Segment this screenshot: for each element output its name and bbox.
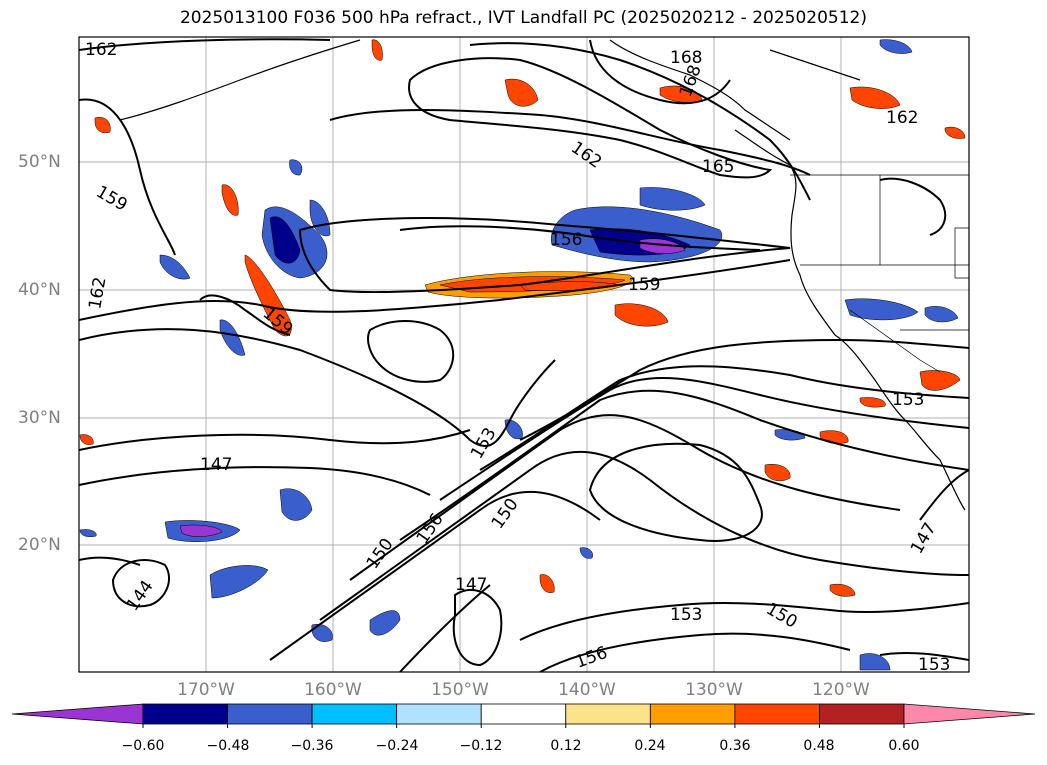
lon-label-170w: 170°W bbox=[177, 680, 235, 700]
colorbar-extend-min bbox=[11, 703, 144, 725]
gridlines bbox=[79, 37, 969, 672]
lon-label-160w: 160°W bbox=[304, 680, 362, 700]
colorbar-tick-label: 0.60 bbox=[888, 738, 920, 754]
contour-label: 156 bbox=[550, 230, 582, 250]
contour-label: 153 bbox=[892, 390, 924, 410]
contour-label: 159 bbox=[628, 275, 660, 295]
colorbar-swatch bbox=[142, 703, 228, 725]
lon-label-120w: 120°W bbox=[812, 680, 870, 700]
colorbar-tick-label: 0.36 bbox=[719, 738, 751, 754]
colorbar bbox=[11, 703, 1036, 725]
lon-label-150w: 150°W bbox=[431, 680, 489, 700]
lat-label-20n: 20°N bbox=[18, 535, 61, 555]
colorbar-swatch bbox=[480, 703, 567, 725]
positive-anomaly-regions bbox=[79, 39, 966, 597]
colorbar-tick-label: 0.48 bbox=[803, 738, 835, 754]
colorbar-extend-max bbox=[903, 703, 1036, 725]
colorbar-swatch bbox=[734, 703, 820, 725]
colorbar-swatch bbox=[649, 703, 736, 725]
colorbar-swatch bbox=[311, 703, 398, 725]
colorbar-tick-label: 0.12 bbox=[550, 738, 582, 754]
colorbar-swatch bbox=[227, 703, 313, 725]
political-borders bbox=[790, 174, 969, 373]
contour-labels: 162 168 162 165 159 156 159 162 159 162 … bbox=[85, 40, 950, 675]
colorbar-tick-label: 0.24 bbox=[634, 738, 666, 754]
contour-label: 147 bbox=[455, 575, 487, 595]
lon-label-140w: 140°W bbox=[558, 680, 616, 700]
colorbar-swatch bbox=[819, 703, 905, 725]
lat-label-30n: 30°N bbox=[18, 408, 61, 428]
coastlines bbox=[119, 39, 966, 511]
lon-label-130w: 130°W bbox=[685, 680, 743, 700]
contour-label: 147 bbox=[200, 455, 232, 475]
contour-label: 168 bbox=[670, 48, 702, 68]
map-frame bbox=[78, 36, 970, 673]
contour-label: 162 bbox=[886, 108, 918, 128]
contour-label: 162 bbox=[85, 40, 117, 60]
refractivity-contours bbox=[79, 38, 969, 672]
colorbar-tick-label: −0.24 bbox=[375, 738, 419, 754]
colorbar-swatch bbox=[396, 703, 482, 725]
colorbar-tick-label: −0.60 bbox=[121, 738, 165, 754]
colorbar-tick-label: −0.36 bbox=[290, 738, 334, 754]
contour-label: 153 bbox=[670, 605, 702, 625]
negative-anomaly-regions bbox=[79, 39, 959, 671]
colorbar-tick-label: −0.48 bbox=[206, 738, 250, 754]
colorbar-swatch bbox=[565, 703, 651, 725]
lat-label-40n: 40°N bbox=[18, 280, 61, 300]
contour-label: 165 bbox=[702, 157, 734, 177]
map-title: 2025013100 F036 500 hPa refract., IVT La… bbox=[179, 8, 867, 28]
map-area bbox=[79, 37, 969, 672]
contour-label: 153 bbox=[918, 655, 950, 675]
colorbar-tick-label: −0.12 bbox=[459, 738, 503, 754]
lat-label-50n: 50°N bbox=[18, 152, 61, 172]
